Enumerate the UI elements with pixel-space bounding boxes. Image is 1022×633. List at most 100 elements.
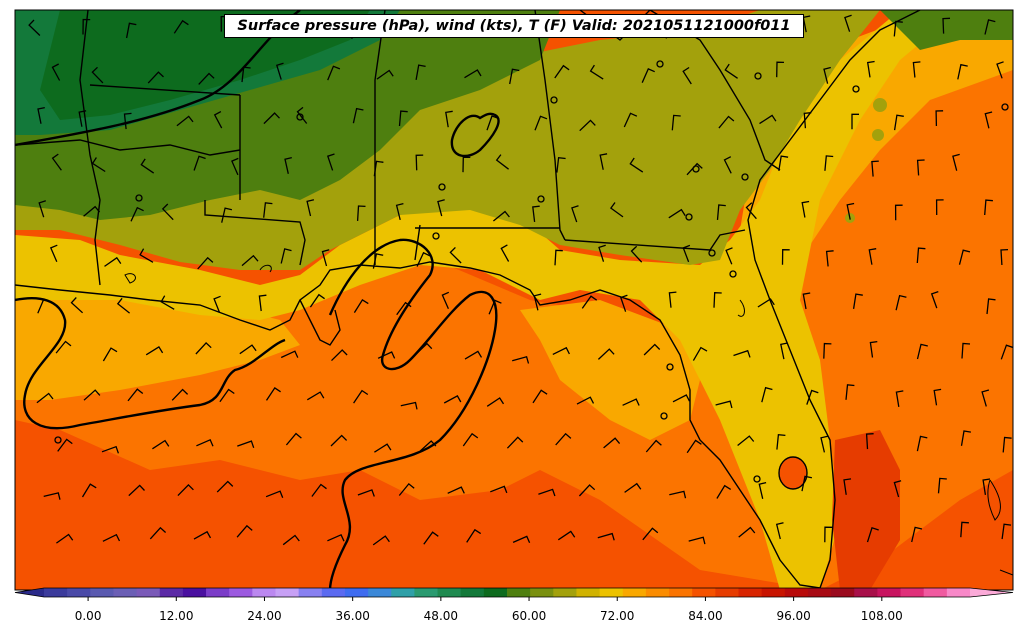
colorbar-swatch — [530, 588, 554, 597]
wind-barb — [104, 256, 122, 267]
wind-barb — [177, 483, 194, 497]
wind-barb — [330, 434, 348, 447]
wind-barb — [357, 489, 375, 497]
wind-barb — [101, 445, 120, 454]
wind-barb — [398, 482, 415, 496]
wind-barb — [447, 486, 465, 494]
wind-barb — [443, 395, 462, 404]
station-markers — [54, 60, 1009, 483]
field-red-orange — [832, 430, 900, 590]
wind-barb — [597, 348, 615, 360]
wind-barb — [668, 291, 677, 308]
wind-barb — [1002, 436, 1012, 453]
colorbar-swatch — [159, 588, 184, 597]
wind-barb — [28, 19, 41, 36]
wind-barb — [554, 64, 570, 79]
wind-barb — [630, 245, 643, 263]
wind-barb — [981, 389, 990, 407]
wind-barb — [624, 482, 642, 493]
wind-barb — [91, 66, 104, 84]
coast-details — [124, 264, 1013, 576]
wind-barb — [894, 204, 903, 221]
colorbar-swatch — [692, 588, 716, 597]
colorbar-swatch — [599, 588, 624, 597]
wind-barb — [961, 342, 971, 359]
wind-barb — [843, 478, 852, 495]
colorbar: 0.00 12.00 24.00 36.00 48.00 60.00 72.00 84.00 9… — [14, 587, 1014, 623]
wind-barb — [1000, 248, 1009, 266]
wind-barb — [984, 111, 993, 129]
wind-barb — [102, 533, 121, 542]
wind-barb — [629, 157, 644, 173]
colorbar-tick-label: 96.00 — [776, 609, 810, 623]
wind-barb — [263, 202, 273, 218]
wind-barb — [127, 388, 144, 402]
wind-barb — [213, 295, 221, 314]
wind-barb — [445, 110, 453, 128]
wind-barb — [576, 396, 595, 405]
wind-barb — [893, 20, 903, 37]
wind-barb — [130, 206, 144, 222]
colorbar-tick-label: 12.00 — [159, 609, 193, 623]
wind-barb — [140, 158, 155, 174]
wind-barb — [623, 112, 638, 128]
wind-barb — [916, 159, 925, 176]
colorbar-swatch — [136, 588, 161, 597]
colorbar-swatch — [784, 588, 809, 597]
wind-barb — [871, 160, 879, 177]
wind-barb — [982, 478, 991, 495]
wind-barb — [437, 199, 445, 217]
wind-barb — [423, 531, 439, 545]
wind-barb — [578, 484, 596, 497]
wind-barb — [193, 155, 206, 171]
wind-barb — [960, 521, 969, 538]
wind-barb — [152, 439, 170, 450]
wind-barb — [37, 106, 45, 124]
colorbar-swatch — [90, 588, 114, 597]
wind-barb — [682, 244, 691, 263]
wind-barb — [195, 341, 212, 355]
wind-barb — [464, 350, 483, 360]
wind-barb — [571, 205, 579, 223]
wind-barb — [57, 438, 73, 452]
wind-barb — [231, 157, 239, 176]
wind-barb — [415, 342, 433, 355]
wind-barb — [692, 346, 708, 361]
wind-barb — [866, 526, 879, 543]
wind-barb — [70, 297, 84, 314]
colorbar-swatch — [252, 588, 276, 597]
wind-barb — [718, 115, 735, 129]
wind-barb — [486, 397, 505, 407]
wind-barb — [935, 199, 944, 216]
wind-barb — [462, 156, 471, 173]
wind-barb — [282, 534, 300, 546]
wind-barb — [801, 475, 813, 492]
wind-barb — [419, 440, 437, 452]
colorbar-tick-label: 48.00 — [424, 609, 458, 623]
wind-barb — [852, 293, 863, 309]
wind-barb — [935, 110, 944, 127]
colorbar-swatch — [761, 588, 786, 597]
colorbar-tick-label: 72.00 — [600, 609, 634, 623]
wind-barb — [441, 291, 450, 310]
wind-barb — [488, 299, 502, 315]
wind-barb — [725, 247, 733, 265]
wind-barb — [241, 66, 251, 83]
wind-barb — [911, 526, 923, 543]
colorbar-extend-low — [15, 588, 44, 597]
wind-barb — [984, 199, 993, 216]
wind-barb — [869, 340, 878, 358]
colorbar-swatch — [206, 588, 230, 597]
colorbar-swatch — [877, 588, 902, 597]
wind-barb — [147, 71, 164, 84]
colorbar-swatch — [900, 588, 925, 597]
wind-barb — [825, 250, 834, 267]
wind-barb — [160, 295, 175, 310]
colorbar-tick-label: 108.00 — [861, 609, 903, 623]
wind-barb — [193, 530, 212, 540]
wind-barb — [952, 153, 960, 171]
colorbar-swatch — [645, 588, 670, 597]
wind-barb — [55, 340, 72, 354]
wind-barb — [49, 244, 58, 262]
